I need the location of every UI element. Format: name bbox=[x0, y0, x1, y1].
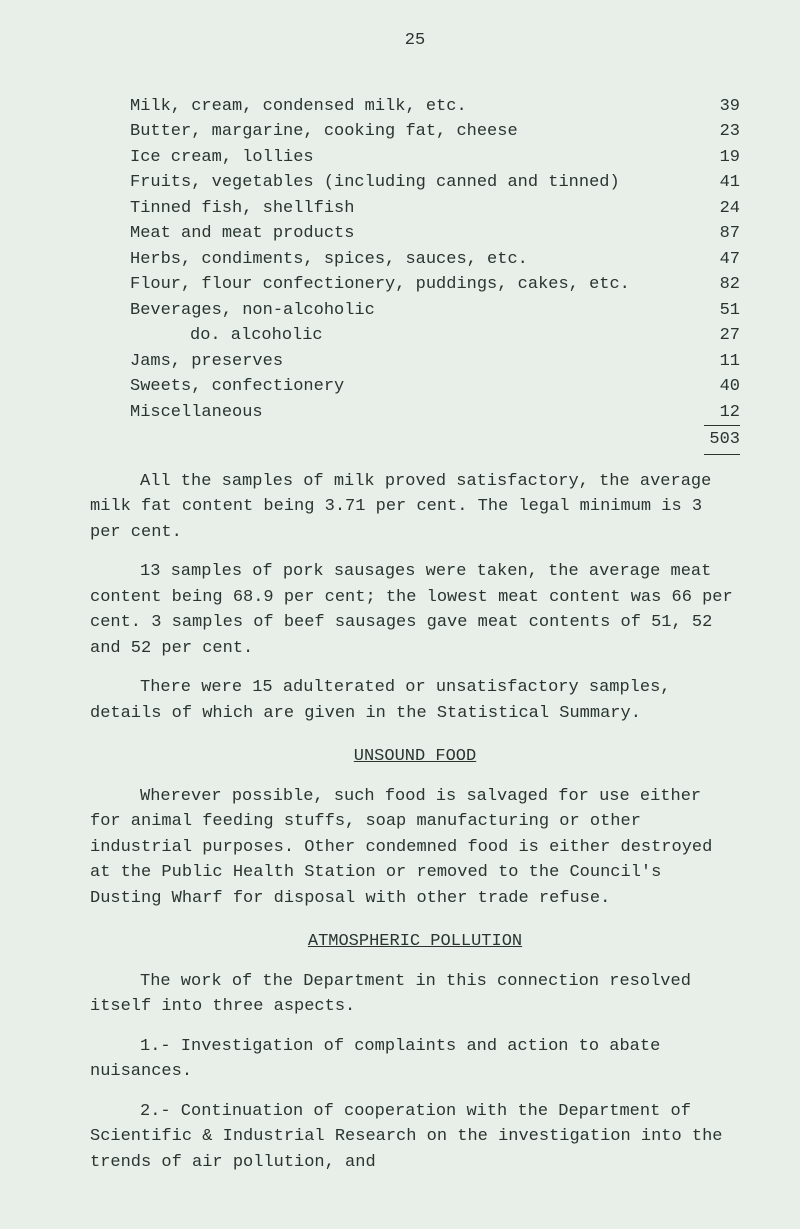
paragraph-sausages: 13 samples of pork sausages were taken, … bbox=[90, 559, 740, 661]
paragraph-adulterated: There were 15 adulterated or unsatisfact… bbox=[90, 675, 740, 726]
row-label: Ice cream, lollies bbox=[130, 145, 700, 171]
list-item-2: 2.- Continuation of cooperation with the… bbox=[90, 1099, 740, 1176]
table-row: Sweets, confectionery 40 bbox=[130, 374, 740, 400]
row-value: 41 bbox=[700, 170, 740, 196]
page: 25 Milk, cream, condensed milk, etc. 39 … bbox=[0, 0, 800, 1229]
row-value: 19 bbox=[700, 145, 740, 171]
table-row: Meat and meat products 87 bbox=[130, 221, 740, 247]
paragraph-milk: All the samples of milk proved satisfact… bbox=[90, 469, 740, 546]
row-value: 11 bbox=[700, 349, 740, 375]
food-samples-table: Milk, cream, condensed milk, etc. 39 But… bbox=[130, 94, 740, 455]
table-row: Milk, cream, condensed milk, etc. 39 bbox=[130, 94, 740, 120]
table-row: Miscellaneous 12 bbox=[130, 400, 740, 426]
row-label: Tinned fish, shellfish bbox=[130, 196, 700, 222]
row-label: Milk, cream, condensed milk, etc. bbox=[130, 94, 700, 120]
row-value: 39 bbox=[700, 94, 740, 120]
paragraph-atmos-intro: The work of the Department in this conne… bbox=[90, 969, 740, 1020]
list-item-1: 1.- Investigation of complaints and acti… bbox=[90, 1034, 740, 1085]
row-label: Sweets, confectionery bbox=[130, 374, 700, 400]
table-row: Butter, margarine, cooking fat, cheese 2… bbox=[130, 119, 740, 145]
table-row: Beverages, non-alcoholic 51 bbox=[130, 298, 740, 324]
row-label: Butter, margarine, cooking fat, cheese bbox=[130, 119, 700, 145]
row-label: Flour, flour confectionery, puddings, ca… bbox=[130, 272, 700, 298]
table-total-row: 503 bbox=[130, 425, 740, 455]
row-value: 87 bbox=[700, 221, 740, 247]
table-row: Jams, preserves 11 bbox=[130, 349, 740, 375]
table-row: Fruits, vegetables (including canned and… bbox=[130, 170, 740, 196]
page-number: 25 bbox=[90, 28, 740, 54]
row-label: Jams, preserves bbox=[130, 349, 700, 375]
row-label: Miscellaneous bbox=[130, 400, 700, 426]
row-value: 82 bbox=[700, 272, 740, 298]
total-value: 503 bbox=[704, 425, 740, 455]
heading-unsound-food: UNSOUND FOOD bbox=[90, 744, 740, 770]
row-value: 47 bbox=[700, 247, 740, 273]
paragraph-unsound: Wherever possible, such food is salvaged… bbox=[90, 784, 740, 912]
table-row: Flour, flour confectionery, puddings, ca… bbox=[130, 272, 740, 298]
table-row: Herbs, condiments, spices, sauces, etc. … bbox=[130, 247, 740, 273]
table-row: Tinned fish, shellfish 24 bbox=[130, 196, 740, 222]
row-value: 51 bbox=[700, 298, 740, 324]
row-value: 24 bbox=[700, 196, 740, 222]
row-value: 27 bbox=[700, 323, 740, 349]
row-label: Fruits, vegetables (including canned and… bbox=[130, 170, 700, 196]
row-value: 23 bbox=[700, 119, 740, 145]
heading-atmospheric: ATMOSPHERIC POLLUTION bbox=[90, 929, 740, 955]
row-value: 40 bbox=[700, 374, 740, 400]
row-label: do. alcoholic bbox=[130, 323, 700, 349]
row-label: Meat and meat products bbox=[130, 221, 700, 247]
row-label: Beverages, non-alcoholic bbox=[130, 298, 700, 324]
table-row: Ice cream, lollies 19 bbox=[130, 145, 740, 171]
table-row: do. alcoholic 27 bbox=[130, 323, 740, 349]
row-value: 12 bbox=[700, 400, 740, 426]
row-label: Herbs, condiments, spices, sauces, etc. bbox=[130, 247, 700, 273]
